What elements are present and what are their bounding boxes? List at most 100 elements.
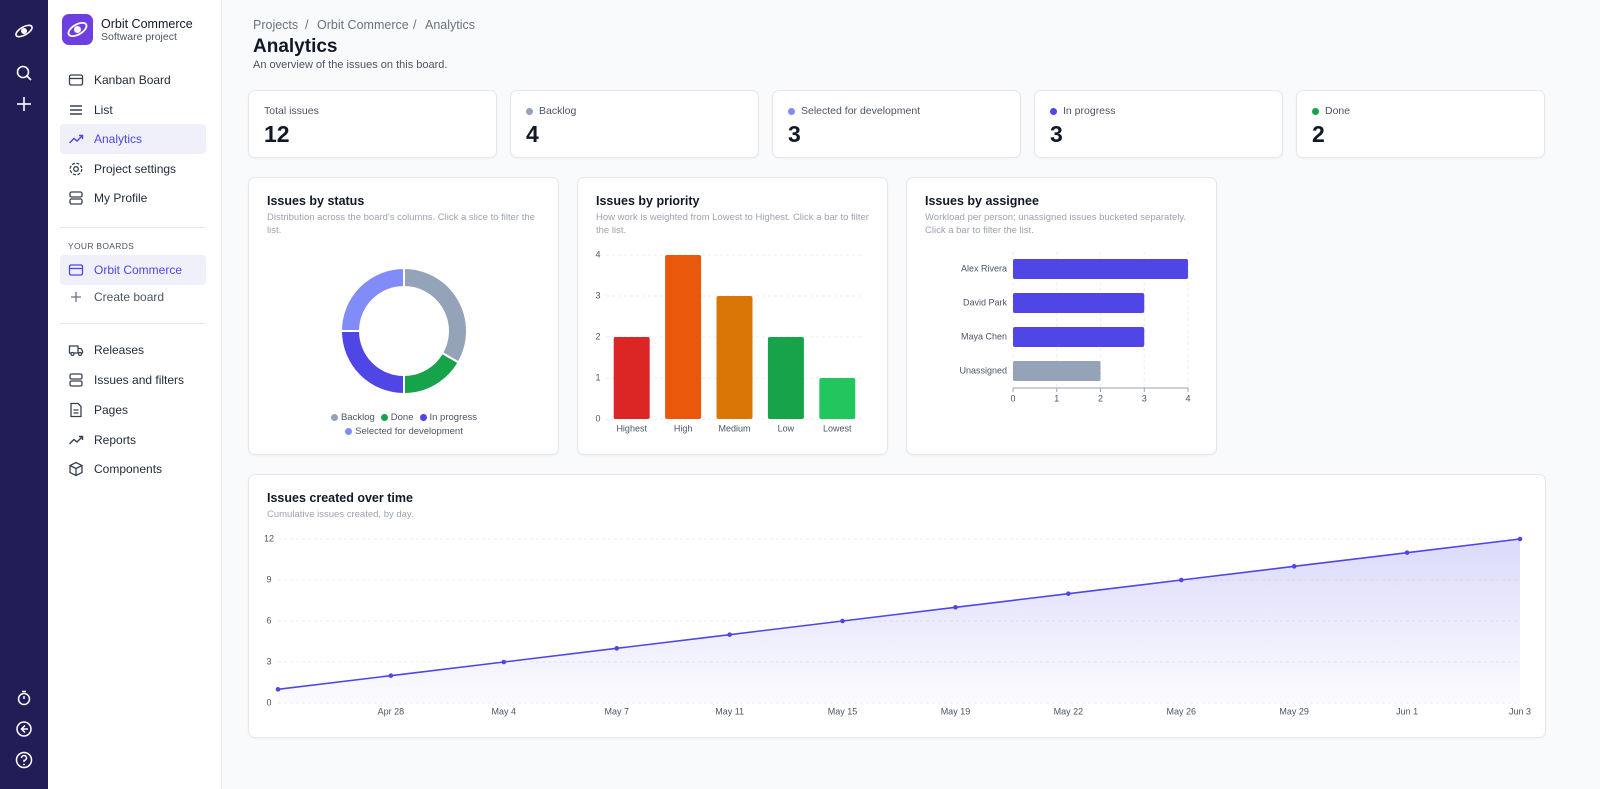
- stat-value: 3: [788, 121, 801, 147]
- chart-subtitle: Cumulative issues created, by day.: [267, 509, 414, 520]
- nav-item[interactable]: Issues and filters: [60, 365, 206, 395]
- point: [275, 687, 281, 692]
- legend-item[interactable]: Backlog: [330, 412, 375, 423]
- bar: [613, 337, 650, 419]
- pie-slice: [403, 266, 468, 364]
- nav-label: Releases: [94, 343, 145, 357]
- divider: [60, 323, 206, 324]
- breadcrumb[interactable]: Orbit Commerce: [317, 18, 409, 32]
- stat-card: Backlog 4: [510, 90, 759, 158]
- nav-label: My Profile: [94, 191, 148, 205]
- stat-label: Total issues: [264, 105, 319, 117]
- create-board[interactable]: Create board: [60, 282, 206, 312]
- page-subtitle: An overview of the issues on this board.: [253, 59, 448, 71]
- search-icon[interactable]: [14, 63, 34, 83]
- pie-slice: [339, 330, 405, 396]
- stat-label-row: Done: [1312, 105, 1350, 117]
- stat-card: In progress 3: [1034, 90, 1283, 158]
- legend-item[interactable]: Done: [380, 412, 414, 423]
- point: [388, 673, 394, 678]
- stat-card: Total issues 12: [248, 90, 497, 158]
- board-label: Orbit Commerce: [94, 263, 183, 277]
- app-logo[interactable]: [13, 20, 35, 42]
- point: [614, 646, 620, 651]
- stat-label-row: In progress: [1050, 105, 1116, 117]
- y-tick-label: 3: [266, 656, 271, 666]
- app-rail: [0, 0, 48, 789]
- nav-item[interactable]: Reports: [60, 425, 206, 455]
- y-tick-label: 9: [266, 574, 271, 584]
- board-item[interactable]: Orbit Commerce: [60, 255, 206, 285]
- point: [1066, 591, 1071, 596]
- x-tick-label: 4: [1185, 393, 1190, 403]
- chart-title: Issues created over time: [267, 491, 413, 505]
- project-logo: [62, 14, 93, 45]
- boards-heading: YOUR BOARDS: [68, 241, 135, 251]
- nav-item[interactable]: Components: [60, 454, 206, 484]
- x-tick-label: May 4: [492, 706, 517, 716]
- breadcrumb-sep: /: [413, 18, 417, 32]
- bar: [1013, 361, 1101, 381]
- legend-item[interactable]: Selected for development: [345, 426, 463, 437]
- x-tick-label: May 11: [715, 706, 744, 716]
- x-tick-label: May 7: [604, 706, 629, 716]
- nav-item[interactable]: Kanban Board: [60, 65, 206, 95]
- point: [1178, 577, 1184, 583]
- y-tick-label: 6: [266, 615, 271, 625]
- x-tick-label: 1: [1054, 393, 1059, 403]
- timer-icon[interactable]: [15, 689, 33, 707]
- pie-slice: [403, 351, 460, 396]
- stat-value: 4: [526, 121, 539, 147]
- chart[interactable]: 0 1 2 3 4 Highest High Medium Low Lowest: [578, 178, 889, 456]
- nav-item[interactable]: Releases: [60, 335, 206, 365]
- breadcrumb[interactable]: Projects: [253, 18, 299, 32]
- x-tick-label: May 19: [941, 706, 971, 716]
- area: [278, 539, 1520, 703]
- x-tick-label: Medium: [718, 423, 750, 433]
- legend-label: Done: [390, 412, 414, 423]
- collapse-icon[interactable]: [14, 719, 34, 739]
- nav-item[interactable]: Analytics: [60, 124, 206, 154]
- create-icon[interactable]: [14, 94, 34, 114]
- nav-item[interactable]: Pages: [60, 395, 206, 425]
- nav-item[interactable]: List: [60, 95, 206, 125]
- chart[interactable]: [249, 178, 560, 456]
- bar: [716, 296, 753, 419]
- stat-value: 2: [1312, 121, 1325, 147]
- x-tick-label: May 26: [1167, 706, 1197, 716]
- legend-swatch: [419, 414, 427, 421]
- bar: [767, 337, 804, 419]
- nav-item[interactable]: My Profile: [60, 183, 206, 213]
- chart[interactable]: 0 1 2 3 4 Alex Rivera David Park Maya Chen Unass…: [907, 178, 1218, 456]
- chart[interactable]: 0 3 6 9 12 Apr 28 May 4 May 7 May 11 May 15 May 19…: [249, 475, 1547, 739]
- chart-subtitle: Workload per person; unassigned issues b…: [925, 212, 1187, 236]
- nav-item[interactable]: Project settings: [60, 154, 206, 184]
- y-tick-label: 3: [595, 290, 600, 300]
- point: [727, 632, 732, 637]
- legend-swatch: [345, 428, 353, 435]
- stat-label-row: Total issues: [264, 105, 319, 117]
- stat-label-row: Selected for development: [788, 105, 920, 117]
- nav-label: Reports: [94, 433, 137, 447]
- x-tick-label: Jun 3: [1509, 706, 1531, 716]
- y-tick-label: Unassigned: [959, 365, 1007, 375]
- status-dot: [526, 107, 533, 115]
- x-tick-label: 0: [1010, 393, 1015, 403]
- x-tick-label: May 22: [1054, 706, 1084, 716]
- x-tick-label: Low: [778, 423, 795, 433]
- chart-card: Issues by status Distribution across the …: [248, 177, 559, 455]
- help-icon[interactable]: [14, 750, 34, 770]
- chart-card: 0 3 6 9 12 Apr 28 May 4 May 7 May 11 May 15 May 19…: [248, 474, 1546, 738]
- project-sidebar: Orbit Commerce Software project Kanban B…: [48, 0, 222, 789]
- chart-title: Issues by assignee: [925, 194, 1039, 208]
- point: [1517, 536, 1523, 542]
- nav-label: List: [94, 103, 113, 117]
- nav-label: Analytics: [94, 132, 143, 146]
- project-name: Orbit Commerce: [101, 17, 193, 31]
- point: [840, 618, 845, 624]
- chart-card: 0 1 2 3 4 Highest High Medium Low Lowest Issues by…: [577, 177, 888, 455]
- stat-card: Done 2: [1296, 90, 1545, 158]
- nav-label: Issues and filters: [94, 373, 185, 387]
- legend-item[interactable]: In progress: [419, 412, 477, 423]
